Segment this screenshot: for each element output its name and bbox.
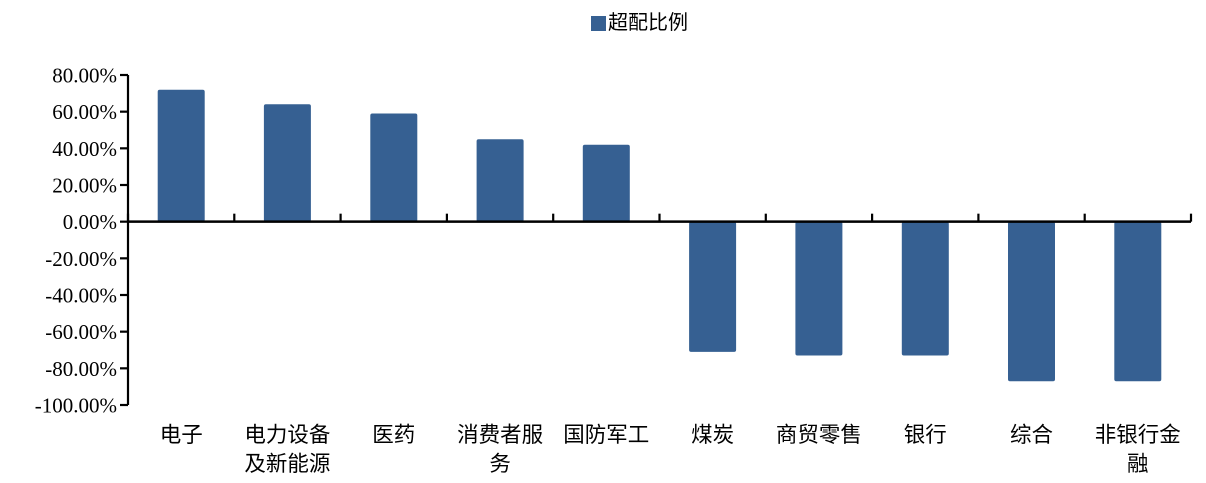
y-axis-tick-label: -80.00% (45, 357, 117, 381)
category-label-3: 消费者服务 (457, 423, 543, 476)
bar-2 (370, 113, 418, 222)
category-label-8: 综合 (1010, 423, 1053, 447)
category-label-9: 非银行金融 (1095, 423, 1181, 476)
bar-0 (157, 89, 205, 222)
category-label-2: 医药 (372, 423, 415, 447)
y-axis-tick-label: -20.00% (45, 247, 117, 271)
bar-6 (795, 221, 843, 356)
bar-3 (476, 139, 524, 222)
y-axis-tick-label: 60.00% (52, 100, 117, 124)
bar-5 (689, 221, 737, 352)
legend: 超配比例 (591, 13, 688, 33)
bar-9 (1114, 221, 1162, 382)
category-label-7: 银行 (904, 423, 947, 447)
bar-4 (582, 144, 630, 222)
y-axis-tick-label: 80.00% (52, 64, 117, 88)
category-label-1: 电力设备及新能源 (244, 423, 330, 476)
bar-7 (901, 221, 949, 356)
category-label-5: 煤炭 (691, 423, 734, 447)
y-axis-tick-label: -60.00% (45, 320, 117, 344)
category-label-6: 商贸零售 (776, 423, 862, 447)
y-axis-tick-label: -100.00% (35, 394, 117, 418)
category-label-0: 电子 (160, 423, 203, 447)
legend-label: 超配比例 (608, 12, 688, 34)
y-axis-tick-label: -40.00% (45, 284, 117, 308)
y-axis-tick-label: 40.00% (52, 137, 117, 161)
category-label-4: 国防军工 (563, 423, 649, 447)
y-axis-tick-label: 20.00% (52, 174, 117, 198)
bar-8 (1008, 221, 1055, 382)
legend-marker-icon (591, 15, 606, 31)
bar-1 (263, 104, 311, 222)
y-axis-tick-label: 0.00% (63, 210, 117, 234)
